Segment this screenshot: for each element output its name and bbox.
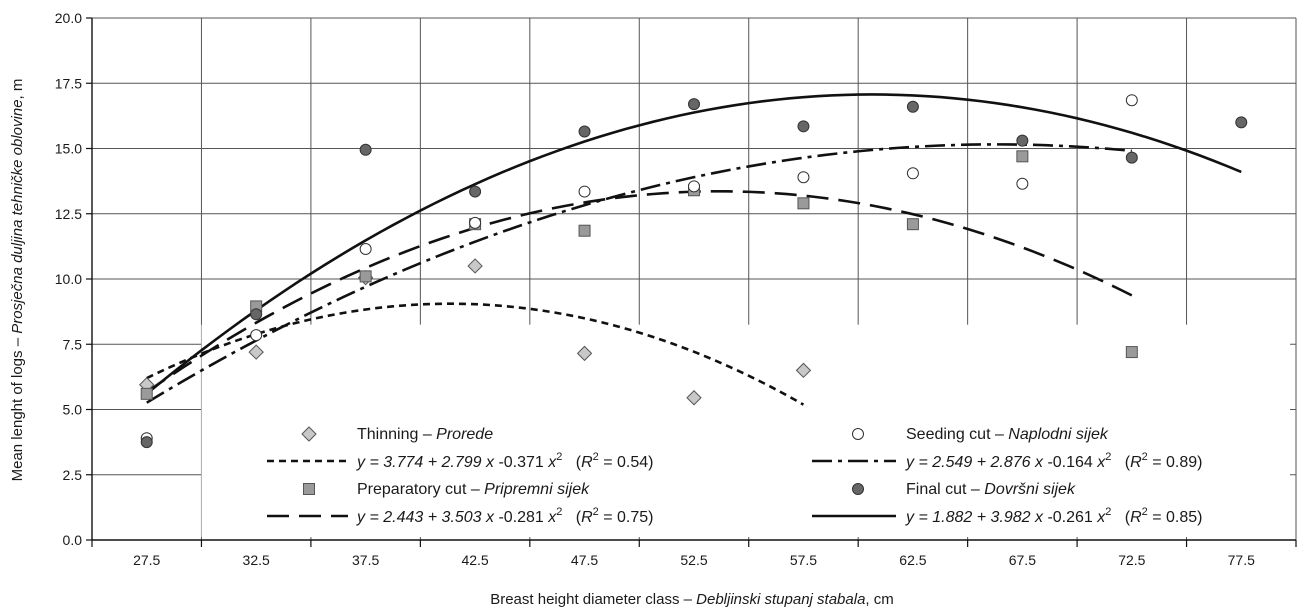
legend: Thinning – Prorede y = 3.774 + 2.799 x -0… (267, 426, 1202, 526)
legend-equation-preparatory: y = 2.443 + 3.503 x -0.281 x2 (R2 = 0.75… (356, 506, 653, 526)
y-tick-label: 20.0 (55, 10, 82, 26)
legend-label-thinning: Thinning – Prorede (357, 426, 493, 443)
square-marker (1125, 346, 1138, 359)
x-tick-label: 62.5 (899, 552, 926, 568)
legend-entry-preparatory: Preparatory cut – Pripremni sijek y = 2.4… (267, 481, 653, 526)
legend-equation-seeding: y = 2.549 + 2.876 x -0.164 x2 (R2 = 0.89… (905, 451, 1202, 471)
x-tick-label: 57.5 (790, 552, 817, 568)
x-tick-labels: 27.5 32.5 37.5 42.5 47.5 52.5 57.5 62.5 67.5 72.5… (133, 552, 1255, 568)
legend-background (201, 324, 1290, 537)
filled-circle-marker (140, 436, 153, 449)
diamond-marker (686, 390, 702, 406)
x-tick-label: 37.5 (352, 552, 379, 568)
square-marker (303, 483, 315, 495)
open-circle-marker (688, 180, 700, 193)
x-tick-label: 47.5 (571, 552, 598, 568)
square-marker (140, 387, 153, 400)
diamond-marker (467, 258, 483, 274)
square-marker (359, 270, 372, 283)
open-circle-marker (1016, 177, 1029, 190)
open-circle-marker (578, 185, 591, 198)
open-circle-marker (250, 329, 263, 342)
legend-label-seeding: Seeding cut – Naplodni sijek (906, 426, 1109, 443)
y-tick-label: 2.5 (63, 467, 83, 483)
open-circle-marker (852, 428, 864, 440)
x-tick-label: 72.5 (1118, 552, 1145, 568)
y-tick-label: 17.5 (55, 75, 82, 91)
square-marker (578, 224, 591, 237)
y-tick-label: 15.0 (55, 141, 82, 157)
x-axis-label: Breast height diameter class – Debljinsk… (490, 591, 894, 608)
x-tick-label: 27.5 (133, 552, 160, 568)
x-tick-label: 77.5 (1228, 552, 1255, 568)
legend-entry-thinning: Thinning – Prorede y = 3.774 + 2.799 x -0… (267, 426, 653, 471)
y-tick-label: 10.0 (55, 271, 82, 287)
x-tick-label: 42.5 (461, 552, 488, 568)
series-points-final (140, 98, 1248, 449)
diamond-marker (795, 362, 812, 379)
y-tick-label: 5.0 (63, 402, 83, 418)
open-circle-marker (797, 171, 810, 184)
axes (86, 17, 1297, 547)
filled-circle-marker (797, 120, 810, 133)
filled-circle-marker (688, 98, 700, 111)
square-marker (1016, 150, 1029, 163)
filled-circle-marker (469, 185, 482, 198)
square-marker (906, 218, 919, 231)
trend-line-preparatory (145, 190, 1133, 394)
filled-circle-marker (906, 100, 919, 113)
filled-circle-marker (1016, 134, 1029, 147)
legend-entry-seeding: Seeding cut – Naplodni sijek y = 2.549 + … (812, 426, 1202, 471)
filled-circle-marker (359, 143, 372, 156)
trend-line-final (145, 93, 1242, 395)
open-circle-marker (906, 167, 919, 180)
filled-circle-marker (1235, 116, 1248, 129)
legend-equation-thinning: y = 3.774 + 2.799 x -0.371 x2 (R2 = 0.54… (356, 451, 653, 471)
y-tick-label: 0.0 (63, 532, 83, 548)
open-circle-marker (359, 242, 372, 255)
legend-equation-final: y = 1.882 + 3.982 x -0.261 x2 (R2 = 0.85… (905, 506, 1202, 526)
y-axis-label: Mean lenght of logs – Prosječna duljina … (9, 79, 26, 482)
diamond-marker (248, 344, 264, 360)
filled-circle-marker (852, 483, 864, 495)
filled-circle-marker (250, 308, 263, 321)
y-tick-label: 12.5 (55, 206, 82, 222)
legend-label-preparatory: Preparatory cut – Pripremni sijek (357, 481, 590, 498)
data-points (139, 94, 1248, 449)
open-circle-marker (469, 216, 482, 229)
y-tick-labels: 0.0 2.5 5.0 7.5 10.0 12.5 15.0 17.5 20.0 (55, 10, 82, 548)
x-tick-label: 52.5 (680, 552, 707, 568)
x-tick-label: 67.5 (1009, 552, 1036, 568)
filled-circle-marker (1125, 151, 1138, 164)
diamond-marker (576, 345, 593, 362)
open-circle-marker (1125, 94, 1138, 107)
legend-entry-final: Final cut – Dovršni sijek y = 1.882 + 3.9… (812, 481, 1202, 526)
trend-line-seeding (146, 143, 1132, 404)
diamond-marker (301, 426, 317, 442)
y-tick-label: 7.5 (63, 336, 83, 352)
legend-label-final: Final cut – Dovršni sijek (906, 481, 1076, 498)
x-tick-label: 32.5 (243, 552, 270, 568)
trend-line-thinning (146, 302, 805, 406)
square-marker (797, 197, 810, 210)
filled-circle-marker (578, 125, 591, 138)
trend-lines (145, 93, 1242, 406)
